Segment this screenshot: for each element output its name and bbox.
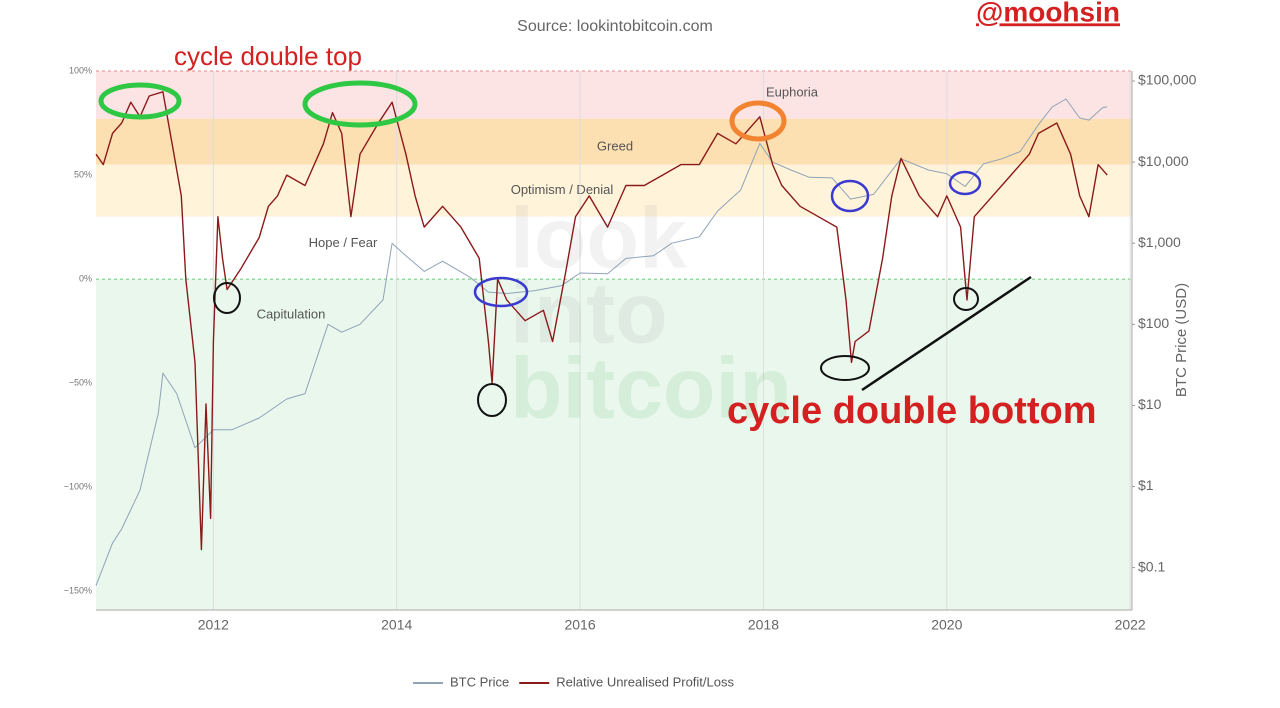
highlight-ellipse <box>302 80 418 128</box>
series-line <box>95 98 1108 586</box>
zone-label: Optimism / Denial <box>511 182 614 197</box>
y2-tick-label: $1 <box>1138 477 1154 493</box>
chart-title: Source: lookintobitcoin.com <box>517 18 713 35</box>
y-tick-label: −50% <box>69 378 92 388</box>
highlight-ellipse <box>953 287 979 311</box>
highlights <box>98 80 787 142</box>
highlight-ellipse <box>213 282 241 314</box>
highlight-ellipse <box>98 82 182 120</box>
y2-axis-label: BTC Price (USD) <box>1173 283 1190 397</box>
y2-tick-label: $100 <box>1138 315 1169 331</box>
legend-label: BTC Price <box>450 674 509 689</box>
x-tick-label: 2020 <box>931 617 962 633</box>
highlight-ellipse <box>473 276 529 308</box>
x-tick-label: 2016 <box>564 617 595 633</box>
highlight-ellipse <box>830 179 870 213</box>
y-tick-label: 0% <box>79 273 92 283</box>
y-tick-label: 50% <box>74 169 92 179</box>
highlight-ellipse <box>948 170 982 196</box>
author-annotation: @moohsin <box>976 0 1120 27</box>
zone-band <box>96 118 1132 165</box>
highlight-ellipse <box>477 383 507 417</box>
legend-label: Relative Unrealised Profit/Loss <box>556 674 734 689</box>
trend-line <box>861 275 1032 392</box>
y2-tick-label: $1,000 <box>1138 234 1181 250</box>
y-tick-label: −100% <box>64 482 92 492</box>
zone-band <box>96 279 1132 610</box>
annotation: cycle double top <box>174 41 362 71</box>
y-tick-label: −150% <box>64 586 92 596</box>
annotation: cycle double bottom <box>727 390 1096 432</box>
zone-band <box>96 71 1132 119</box>
zone-label: Euphoria <box>766 84 819 99</box>
x-tick-label: 2022 <box>1115 617 1146 633</box>
y2-tick-label: $0.1 <box>1138 558 1165 574</box>
series-line <box>95 91 1108 551</box>
highlight-ellipse <box>729 100 787 142</box>
zone-label: Hope / Fear <box>309 235 378 250</box>
zone-label: Capitulation <box>257 307 326 322</box>
y2-tick-label: $10,000 <box>1138 153 1189 169</box>
x-tick-label: 2014 <box>381 617 412 633</box>
y-tick-label: 100% <box>69 65 92 75</box>
highlights <box>473 170 982 308</box>
highlights <box>213 275 1032 417</box>
x-tick-label: 2012 <box>198 617 229 633</box>
y2-tick-label: $10 <box>1138 396 1162 412</box>
y2-tick-label: $100,000 <box>1138 72 1197 88</box>
watermark: bitcoin <box>510 341 792 437</box>
highlight-ellipse <box>820 355 870 381</box>
x-tick-label: 2018 <box>748 617 779 633</box>
watermark: look <box>510 191 687 287</box>
zone-label: Greed <box>597 138 633 153</box>
